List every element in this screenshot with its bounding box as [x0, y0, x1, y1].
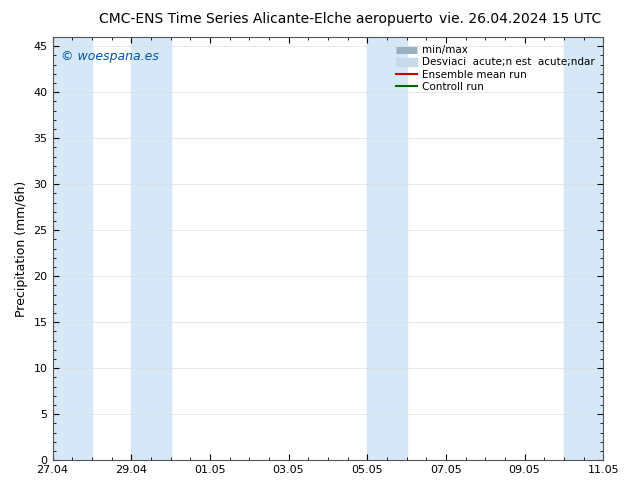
Text: CMC-ENS Time Series Alicante-Elche aeropuerto: CMC-ENS Time Series Alicante-Elche aerop…	[100, 12, 433, 26]
Bar	[131, 37, 171, 460]
Bar	[367, 37, 406, 460]
Bar	[564, 37, 603, 460]
Y-axis label: Precipitation (mm/6h): Precipitation (mm/6h)	[15, 180, 28, 317]
Text: © woespana.es: © woespana.es	[61, 50, 158, 63]
Bar	[53, 37, 92, 460]
Legend: min/max, Desviaci  acute;n est  acute;ndar, Ensemble mean run, Controll run: min/max, Desviaci acute;n est acute;ndar…	[393, 42, 598, 95]
Text: vie. 26.04.2024 15 UTC: vie. 26.04.2024 15 UTC	[439, 12, 601, 26]
